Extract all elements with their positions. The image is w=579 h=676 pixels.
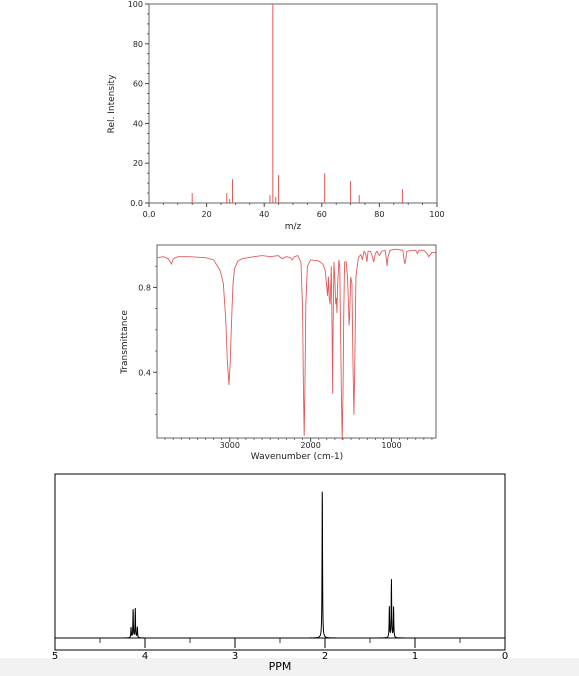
ms-plot-frame (148, 3, 438, 204)
ms-x-axis-label: m/z (285, 222, 302, 232)
ms-y-tick-label: 60 (133, 80, 143, 89)
ms-y-axis-label: Rel. Intensity (107, 74, 117, 133)
ms-y-tick-label: 80 (133, 40, 143, 49)
nmr-x-tick-label: 5 (52, 651, 58, 662)
nmr-x-tick-label: 0 (502, 651, 508, 662)
nmr-spectrum-chart: 5 4 3 2 1 0 PPM (52, 473, 508, 673)
nmr-x-tick-label: 2 (322, 651, 328, 662)
ms-y-tick-label: 0.0 (130, 199, 143, 208)
nmr-axes: 5 4 3 2 1 0 (52, 637, 508, 662)
ir-x-axis-label: Wavenumber (cm-1) (251, 452, 343, 462)
ms-x-tick-label: 60 (317, 210, 327, 219)
ms-axes: 0.0 20 40 60 80 100 0.0 20 40 60 80 100 (128, 0, 445, 219)
ir-x-tick-label: 3000 (220, 441, 240, 450)
ms-y-tick-label: 100 (128, 0, 143, 9)
ms-peaks (191, 4, 403, 203)
ms-x-tick-label: 80 (374, 210, 384, 219)
ir-y-axis-label: Transmittance (120, 310, 130, 375)
ms-y-tick-label: 20 (133, 159, 143, 168)
ir-x-tick-label: 1000 (381, 441, 401, 450)
ms-x-tick-label: 0.0 (143, 210, 156, 219)
bottom-strip (0, 658, 579, 676)
ir-plot-frame (156, 244, 437, 439)
mass-spectrum-chart: 0.0 20 40 60 80 100 0.0 20 40 60 80 100 m/z Rel. In… (107, 0, 445, 232)
nmr-x-tick-label: 1 (412, 651, 418, 662)
ms-x-tick-label: 100 (429, 210, 444, 219)
ms-x-tick-label: 40 (259, 210, 269, 219)
ir-y-tick-label: 0.8 (138, 283, 151, 292)
ir-axes: 3000 2000 1000 0.4 0.8 (138, 265, 433, 450)
nmr-x-tick-label: 4 (142, 651, 148, 662)
ir-spectrum-chart: 3000 2000 1000 0.4 0.8 Wavenumber (cm-1) Tra… (120, 244, 437, 462)
nmr-x-axis-label: PPM (269, 660, 292, 673)
ir-y-tick-label: 0.4 (138, 368, 151, 377)
nmr-x-tick-label: 3 (232, 651, 238, 662)
nmr-plot-frame (54, 473, 506, 651)
ms-x-tick-label: 20 (202, 210, 212, 219)
ms-y-tick-label: 40 (133, 119, 143, 128)
ir-spectrum-line (156, 248, 437, 441)
ir-x-tick-label: 2000 (300, 441, 320, 450)
